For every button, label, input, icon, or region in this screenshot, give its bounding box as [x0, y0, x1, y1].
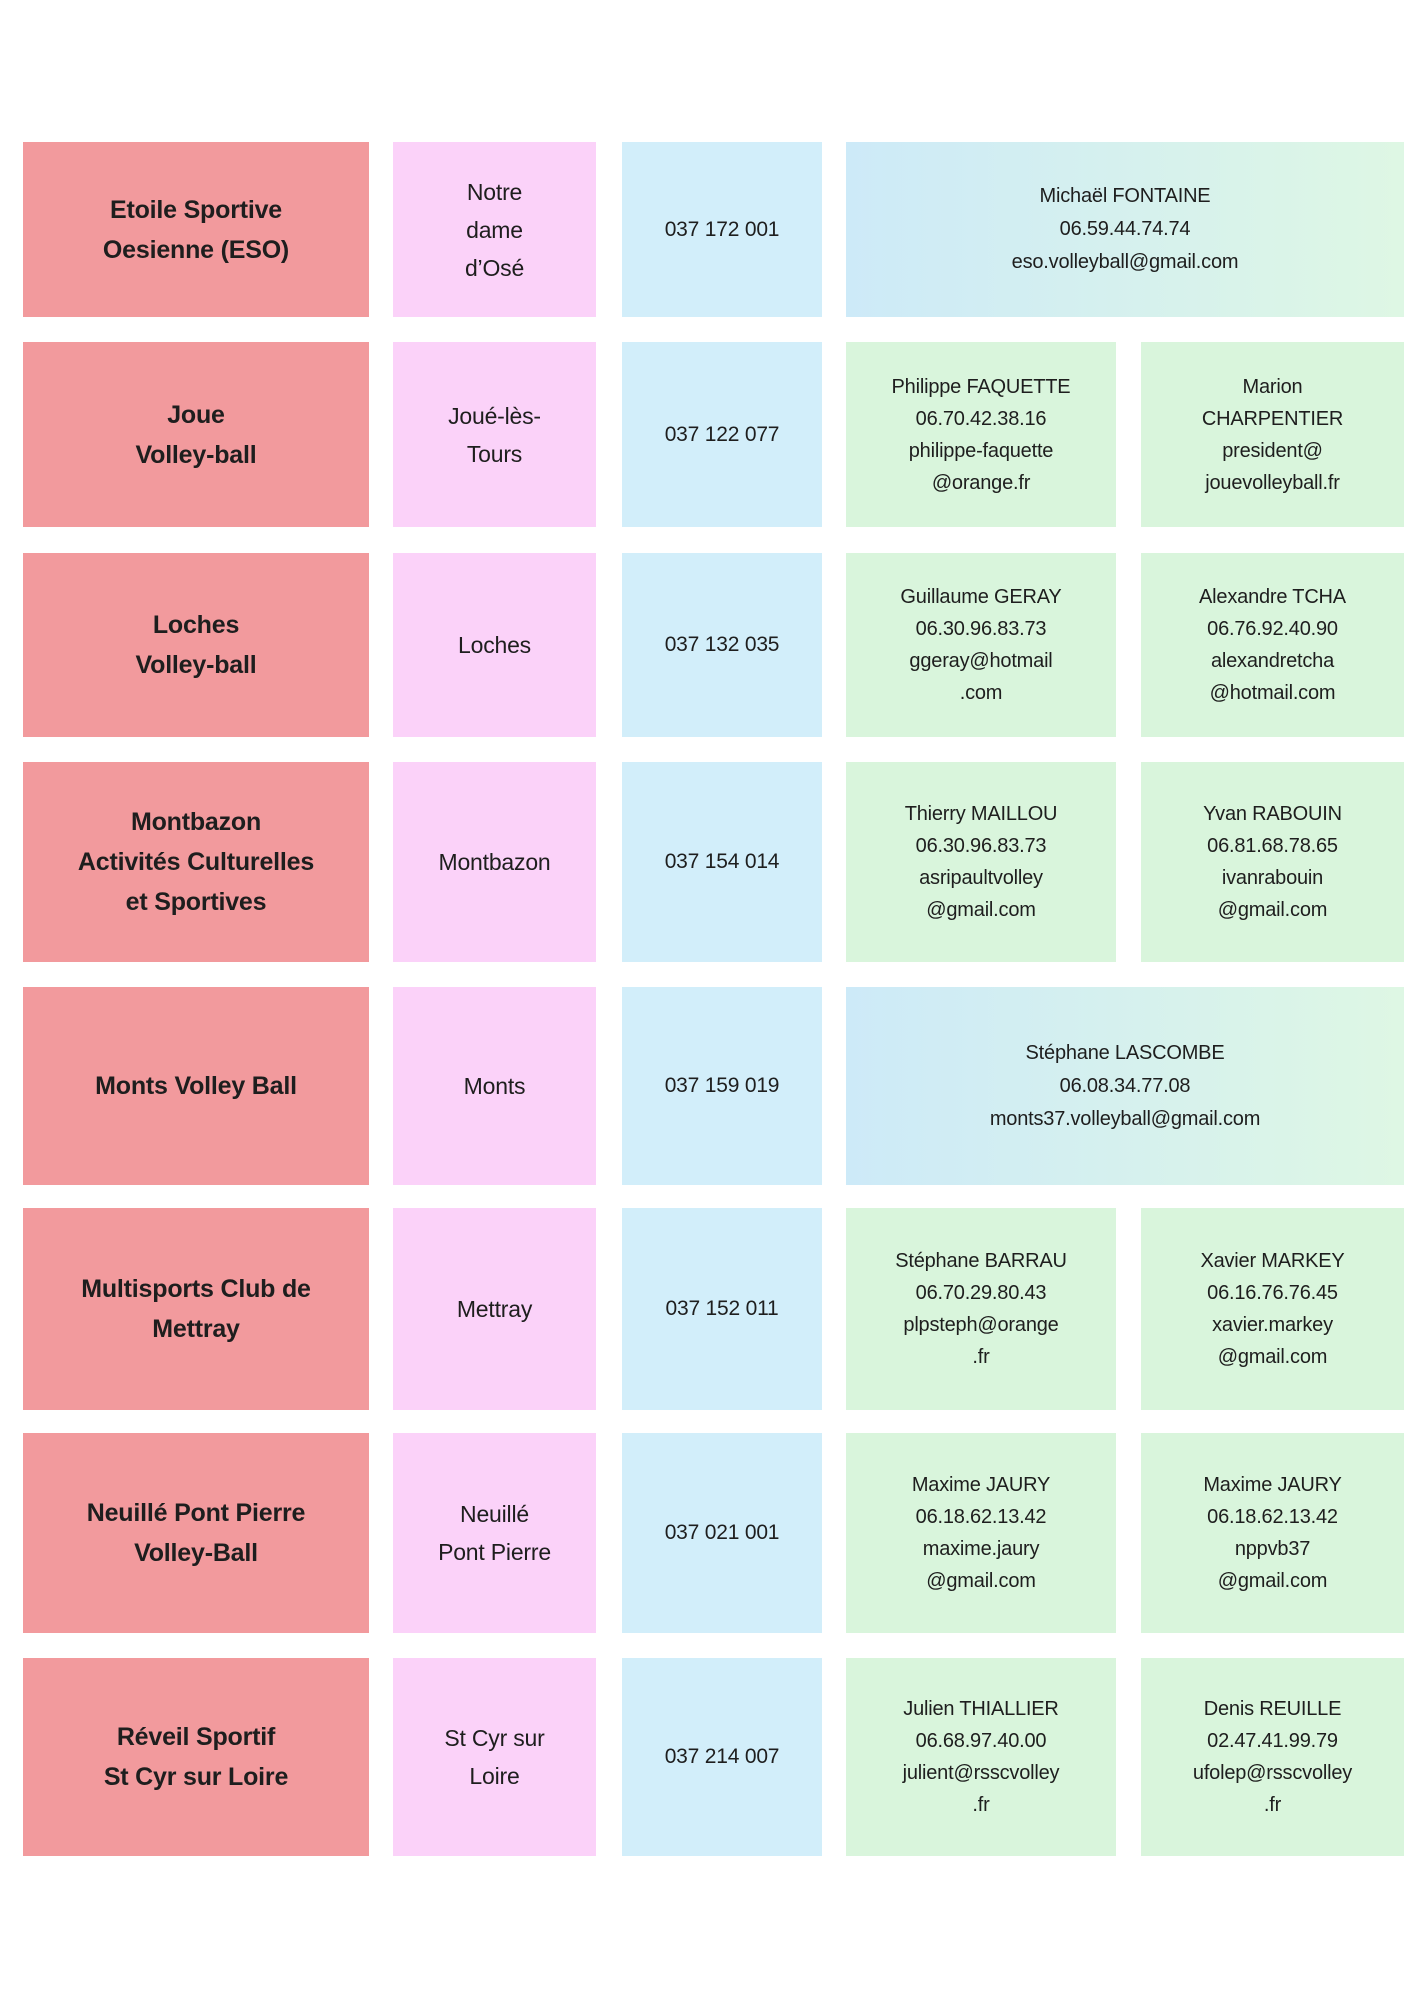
club-name-cell: Multisports Club de Mettray [23, 1208, 369, 1410]
contact-cell-secondary: Marion CHARPENTIER president@ jouevolley… [1141, 342, 1404, 527]
club-name-cell: Joue Volley-ball [23, 342, 369, 527]
city-cell: Joué-lès- Tours [393, 342, 596, 527]
club-name-cell: Etoile Sportive Oesienne (ESO) [23, 142, 369, 317]
contact-cell-primary: Guillaume GERAY 06.30.96.83.73 ggeray@ho… [846, 553, 1116, 737]
contact-cell-wide: Michaël FONTAINE 06.59.44.74.74 eso.voll… [846, 142, 1404, 317]
table-row: Réveil Sportif St Cyr sur Loire St Cyr su… [0, 1658, 1414, 1856]
table-row: Montbazon Activités Culturelles et Sport… [0, 762, 1414, 962]
contact-cell-primary: Maxime JAURY 06.18.62.13.42 maxime.jaury… [846, 1433, 1116, 1633]
club-name-cell: Montbazon Activités Culturelles et Sport… [23, 762, 369, 962]
club-name-cell: Monts Volley Ball [23, 987, 369, 1185]
table-row: Loches Volley-ball Loches 037 132 035 Guill… [0, 553, 1414, 737]
contact-cell-primary: Stéphane BARRAU 06.70.29.80.43 plpsteph@… [846, 1208, 1116, 1410]
affiliation-number-cell: 037 021 001 [622, 1433, 822, 1633]
table-row: Monts Volley Ball Monts 037 159 019 Stéphan… [0, 987, 1414, 1185]
contact-cell-secondary: Denis REUILLE 02.47.41.99.79 ufolep@rssc… [1141, 1658, 1404, 1856]
club-name-cell: Neuillé Pont Pierre Volley-Ball [23, 1433, 369, 1633]
contact-cell-secondary: Maxime JAURY 06.18.62.13.42 nppvb37 @gma… [1141, 1433, 1404, 1633]
city-cell: Mettray [393, 1208, 596, 1410]
affiliation-number-cell: 037 172 001 [622, 142, 822, 317]
city-cell: St Cyr sur Loire [393, 1658, 596, 1856]
affiliation-number-cell: 037 122 077 [622, 342, 822, 527]
contact-cell-primary: Julien THIALLIER 06.68.97.40.00 julient@… [846, 1658, 1116, 1856]
contact-cell-primary: Thierry MAILLOU 06.30.96.83.73 asripault… [846, 762, 1116, 962]
affiliation-number-cell: 037 214 007 [622, 1658, 822, 1856]
city-cell: Loches [393, 553, 596, 737]
city-cell: Monts [393, 987, 596, 1185]
city-cell: Notre dame d’Osé [393, 142, 596, 317]
table-row: Multisports Club de Mettray Mettray 037 15… [0, 1208, 1414, 1410]
contact-cell-secondary: Alexandre TCHA 06.76.92.40.90 alexandret… [1141, 553, 1404, 737]
contact-cell-primary: Philippe FAQUETTE 06.70.42.38.16 philipp… [846, 342, 1116, 527]
table-row: Joue Volley-ball Joué-lès- Tours 037 122 0… [0, 342, 1414, 527]
contact-cell-secondary: Xavier MARKEY 06.16.76.76.45 xavier.mark… [1141, 1208, 1404, 1410]
city-cell: Montbazon [393, 762, 596, 962]
club-name-cell: Réveil Sportif St Cyr sur Loire [23, 1658, 369, 1856]
city-cell: Neuillé Pont Pierre [393, 1433, 596, 1633]
contact-cell-secondary: Yvan RABOUIN 06.81.68.78.65 ivanrabouin … [1141, 762, 1404, 962]
affiliation-number-cell: 037 154 014 [622, 762, 822, 962]
affiliation-number-cell: 037 152 011 [622, 1208, 822, 1410]
table-row: Neuillé Pont Pierre Volley-Ball Neuillé P… [0, 1433, 1414, 1633]
affiliation-number-cell: 037 159 019 [622, 987, 822, 1185]
affiliation-number-cell: 037 132 035 [622, 553, 822, 737]
club-name-cell: Loches Volley-ball [23, 553, 369, 737]
contact-cell-wide: Stéphane LASCOMBE 06.08.34.77.08 monts37… [846, 987, 1404, 1185]
table-row: Etoile Sportive Oesienne (ESO) Notre dame… [0, 142, 1414, 317]
